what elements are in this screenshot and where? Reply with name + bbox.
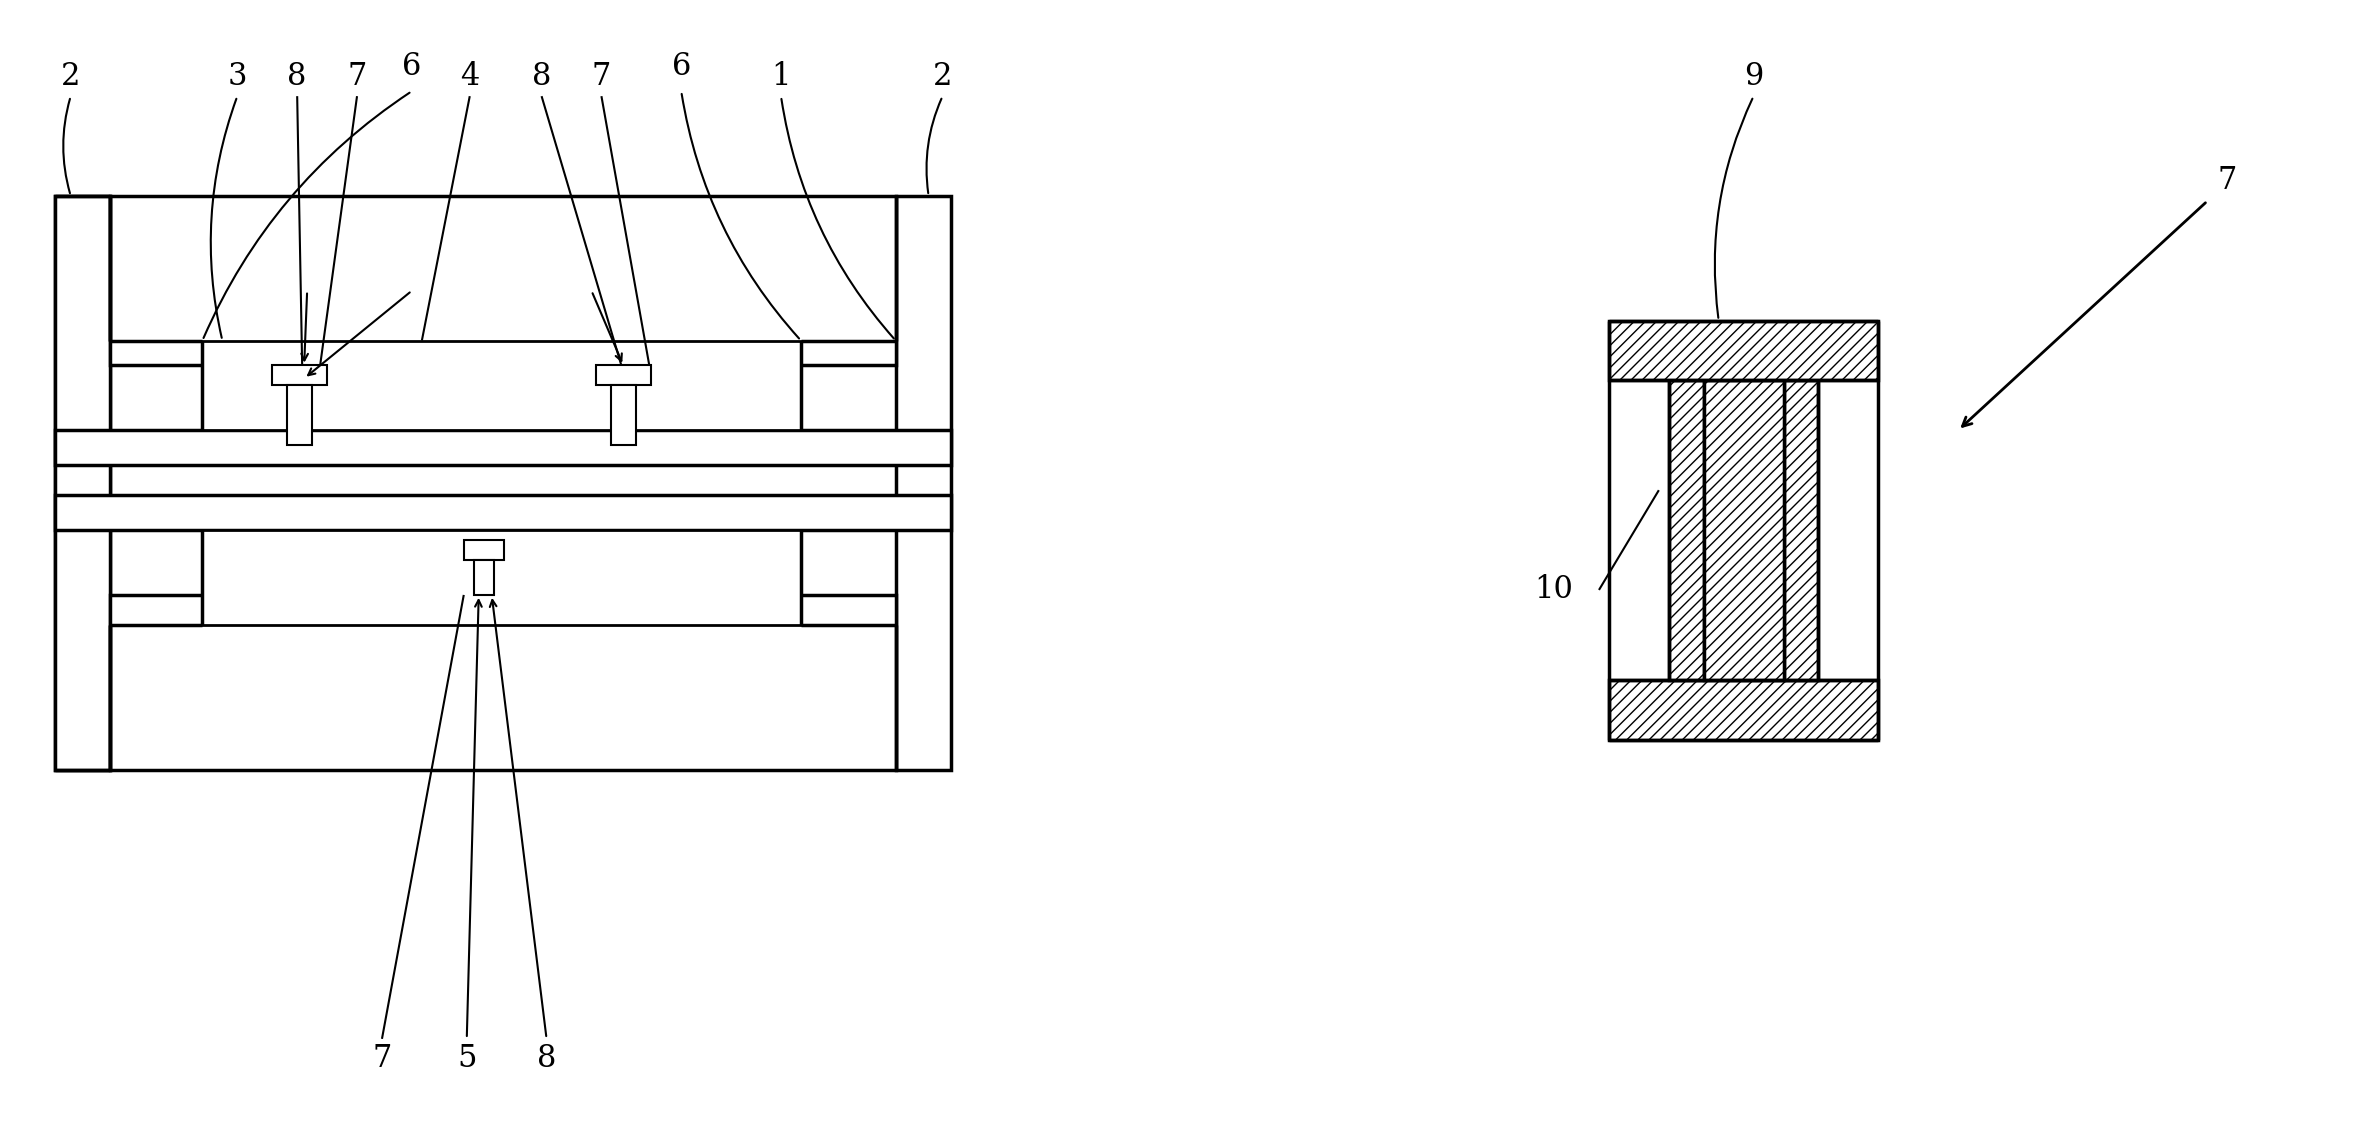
Bar	[201, 530, 801, 625]
Bar	[1609, 321, 1879, 381]
Text: 7: 7	[592, 61, 611, 92]
Bar	[895, 196, 950, 770]
Text: 1: 1	[772, 61, 791, 92]
Bar	[54, 196, 109, 770]
Text: 7: 7	[348, 61, 367, 92]
Text: 5: 5	[457, 1043, 476, 1074]
Bar	[201, 340, 801, 430]
Bar	[1668, 381, 1703, 679]
Text: 6: 6	[403, 51, 422, 82]
Bar	[474, 560, 493, 595]
Bar	[54, 496, 950, 530]
Bar	[54, 430, 950, 465]
Text: 8: 8	[538, 1043, 557, 1074]
Text: 2: 2	[933, 61, 952, 92]
Text: 10: 10	[1535, 575, 1573, 606]
Bar	[611, 386, 637, 446]
Bar	[272, 365, 327, 386]
Text: 7: 7	[2217, 166, 2236, 196]
Text: 3: 3	[227, 61, 246, 92]
Text: 8: 8	[287, 61, 308, 92]
Text: 9: 9	[1744, 61, 1763, 92]
Text: 2: 2	[62, 61, 81, 92]
Text: 8: 8	[533, 61, 552, 92]
Bar	[54, 196, 109, 770]
Text: 7: 7	[372, 1043, 391, 1074]
Bar	[597, 365, 651, 386]
Bar	[1703, 381, 1784, 679]
Bar	[109, 595, 895, 770]
Bar	[1784, 381, 1819, 679]
Text: 6: 6	[670, 51, 692, 82]
Text: 4: 4	[460, 61, 479, 92]
Bar	[287, 386, 313, 446]
Bar	[464, 540, 505, 560]
Bar	[109, 196, 895, 365]
Bar	[1609, 679, 1879, 739]
